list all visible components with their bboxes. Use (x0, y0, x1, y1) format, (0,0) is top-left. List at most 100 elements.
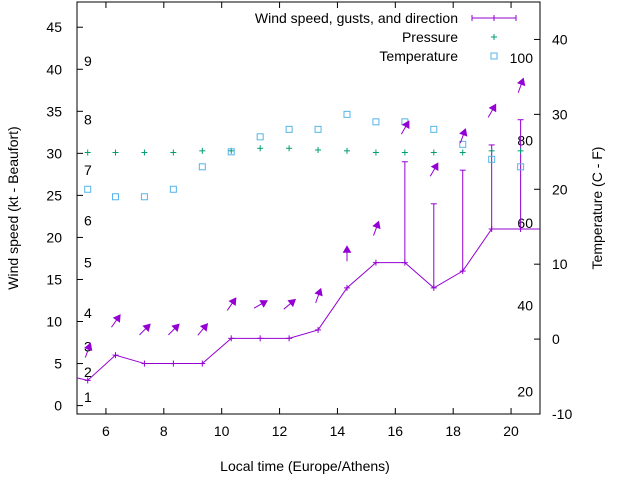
wind-speed-point (141, 360, 148, 367)
wind-arrow-head (459, 128, 468, 137)
pressure-point (141, 149, 148, 156)
pressure-point (488, 147, 495, 154)
pressure-point (112, 149, 119, 156)
fahrenheit-label: 80 (517, 133, 533, 149)
y-tick-label: 15 (46, 271, 62, 287)
pressure-point (286, 145, 293, 152)
wind-arrow (517, 77, 526, 93)
x-tick-label: 12 (272, 423, 288, 439)
legend-label: Wind speed, gusts, and direction (255, 10, 458, 26)
pressure-point (343, 147, 350, 154)
beaufort-label: 2 (84, 364, 92, 380)
wind-arrow (487, 103, 497, 118)
wind-arrow-head (372, 220, 381, 230)
pressure-point (459, 149, 466, 156)
wind-speed-point (170, 360, 177, 367)
y2-tick-label: 30 (552, 106, 568, 122)
y-tick-label: 30 (46, 145, 62, 161)
pressure-point (257, 145, 264, 152)
temperature-point (459, 140, 467, 148)
y-tick-label: 0 (54, 398, 62, 414)
wind-arrow (253, 300, 268, 309)
wind-arrow-head (84, 342, 93, 352)
series-layer (76, 110, 540, 384)
beaufort-label: 1 (84, 389, 92, 405)
wind-speed-point (257, 335, 264, 342)
fahrenheit-label: 20 (517, 384, 533, 400)
beaufort-label: 4 (84, 305, 92, 321)
wind-speed-point (112, 352, 119, 359)
y-tick-label: 35 (46, 103, 62, 119)
pressure-point (430, 149, 437, 156)
legend-label: Temperature (379, 48, 458, 64)
x-tick-label: 16 (388, 423, 404, 439)
wind-arrow (197, 323, 209, 336)
legend-temperature-marker (490, 52, 498, 60)
y2-tick-label: 40 (552, 31, 568, 47)
pressure-point (170, 149, 177, 156)
y2-tick-label: 0 (552, 331, 560, 347)
wind-speed-point (199, 360, 206, 367)
y-tick-label: 40 (46, 61, 62, 77)
y-tick-label: 20 (46, 229, 62, 245)
wind-arrow (429, 162, 439, 177)
wind-arrow (459, 128, 468, 144)
y2-tick-label: 10 (552, 256, 568, 272)
legend-label: Pressure (402, 29, 458, 45)
wind-arrow-head (142, 323, 151, 332)
wind-arrow (283, 298, 297, 310)
beaufort-label: 7 (84, 162, 92, 178)
wind-arrow-head (199, 323, 209, 332)
wind-arrow-head (517, 77, 526, 87)
beaufort-label: 6 (84, 213, 92, 229)
wind-speed-point (286, 335, 293, 342)
wind-arrow (168, 323, 180, 336)
wind-speed-point (228, 335, 235, 342)
axis-ticks: 6 8 10 12 14 16 18 20051015202530354045-1001020… (46, 2, 572, 439)
y-tick-label: 25 (46, 187, 62, 203)
x-tick-label: 8 (160, 423, 168, 439)
beaufort-label: 8 (84, 112, 92, 128)
wind-speed-point (315, 326, 322, 333)
temperature-point (198, 163, 206, 171)
wind-arrow (111, 314, 121, 328)
wind-arrow-head (112, 314, 121, 323)
beaufort-label: 9 (84, 53, 92, 69)
wind-arrow (372, 220, 381, 236)
wind-arrow (84, 342, 93, 358)
wind-arrow-head (171, 323, 180, 332)
wind-speed-point (343, 284, 350, 291)
pressure-point (84, 149, 91, 156)
wind-arrow-head (314, 287, 323, 297)
pressure-point (401, 149, 408, 156)
legend-wind-marker (491, 15, 497, 21)
wind-arrow (314, 287, 323, 304)
temperature-point (169, 185, 177, 193)
temperature-point (372, 118, 380, 126)
temperature-point (285, 125, 293, 133)
wind-arrow-head (287, 298, 297, 308)
temperature-point (430, 125, 438, 133)
wind-speed-line (76, 228, 540, 381)
wind-arrow (342, 245, 352, 262)
wind-arrow (226, 297, 237, 311)
wind-speed-point (84, 377, 91, 384)
x-tick-label: 20 (503, 423, 519, 439)
fahrenheit-label: 60 (517, 215, 533, 231)
y-tick-label: 5 (54, 356, 62, 372)
y-axis-label: Wind speed (kt - Beaufort) (5, 126, 21, 289)
x-axis-label: Local time (Europe/Athens) (220, 458, 390, 474)
legend: Wind speed, gusts, and direction Pressure… (255, 10, 517, 64)
y-tick-label: 45 (46, 19, 62, 35)
wind-arrow-head (401, 120, 410, 130)
temperature-point (343, 110, 351, 118)
wind-direction-arrows (84, 77, 526, 358)
temperature-point (140, 193, 148, 201)
y2-tick-label: -10 (552, 406, 572, 422)
legend-pressure-marker (491, 34, 497, 40)
wind-arrow-head (228, 297, 237, 306)
y-tick-label: 10 (46, 314, 62, 330)
temperature-point (517, 163, 525, 171)
temperature-point (84, 185, 92, 193)
